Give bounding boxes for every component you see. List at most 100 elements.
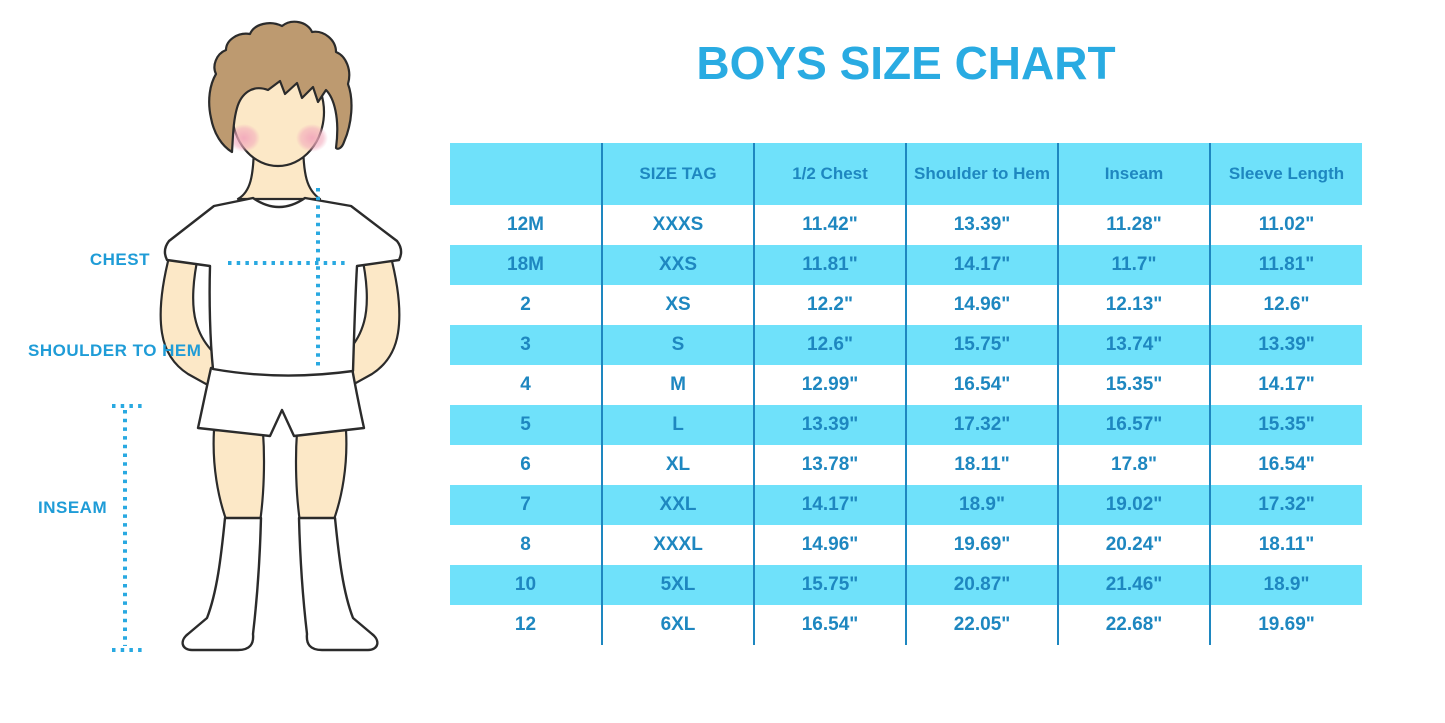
table-row: 3 S 12.6" 15.75" 13.74" 13.39" bbox=[450, 325, 1362, 365]
measurement-cell: 11.28" bbox=[1057, 205, 1210, 245]
measurement-cell: 19.69" bbox=[905, 525, 1058, 565]
measurement-cell: 16.57" bbox=[1057, 405, 1210, 445]
size-age-cell: 18M bbox=[507, 254, 544, 275]
measurement-cell: 12.6" bbox=[753, 325, 906, 365]
measurement-cell: 11.81" bbox=[1209, 245, 1362, 285]
chest-label: CHEST bbox=[89, 250, 150, 269]
measurement-cell: 18.9" bbox=[1209, 565, 1362, 605]
size-age-cell: 4 bbox=[520, 374, 531, 395]
measurement-cell: XXXL bbox=[601, 525, 754, 565]
size-table: SIZE TAG 1/2 Chest Shoulder to Hem Inseam Sl… bbox=[450, 143, 1362, 645]
table-row: 7 XXL 14.17" 18.9" 19.02" 17.32" bbox=[450, 485, 1362, 525]
measurement-cell: 22.05" bbox=[905, 605, 1058, 645]
measurement-cell: XS bbox=[601, 285, 754, 325]
measurement-cell: 18.11" bbox=[905, 445, 1058, 485]
measurement-cell: L bbox=[601, 405, 754, 445]
table-row: 12 6XL 16.54" 22.05" 22.68" 19.69" bbox=[450, 605, 1362, 645]
column-header bbox=[450, 143, 602, 205]
measurement-cell: 20.24" bbox=[1057, 525, 1210, 565]
measurement-cell: 17.8" bbox=[1057, 445, 1210, 485]
boy-figure-illustration bbox=[112, 20, 403, 652]
measurement-cell: 18.11" bbox=[1209, 525, 1362, 565]
measurement-cell: 11.02" bbox=[1209, 205, 1362, 245]
boy-legs bbox=[212, 428, 348, 524]
inseam-label: INSEAM bbox=[38, 498, 108, 517]
size-table-body: 12M XXXS 11.42" 13.39" 11.28" 11.02" 18M XXS 11.… bbox=[450, 205, 1362, 645]
size-age-cell: 2 bbox=[520, 294, 531, 315]
size-table-header: SIZE TAG 1/2 Chest Shoulder to Hem Inseam Sl… bbox=[450, 143, 1362, 205]
measurement-cell: 15.75" bbox=[753, 565, 906, 605]
header-row: SIZE TAG 1/2 Chest Shoulder to Hem Inseam Sl… bbox=[450, 143, 1362, 205]
table-row: 2 XS 12.2" 14.96" 12.13" 12.6" bbox=[450, 285, 1362, 325]
size-age-cell: 10 bbox=[514, 574, 537, 595]
measurement-cell: 13.78" bbox=[753, 445, 906, 485]
column-header: Shoulder to Hem bbox=[905, 143, 1058, 205]
measurement-cell: XL bbox=[601, 445, 754, 485]
measurement-cell: 18.9" bbox=[905, 485, 1058, 525]
size-age-cell: 12M bbox=[507, 214, 544, 235]
table-row: 6 XL 13.78" 18.11" 17.8" 16.54" bbox=[450, 445, 1362, 485]
measurement-cell: 22.68" bbox=[1057, 605, 1210, 645]
table-row: 4 M 12.99" 16.54" 15.35" 14.17" bbox=[450, 365, 1362, 405]
measurement-cell: 11.42" bbox=[753, 205, 906, 245]
size-age-cell: 6 bbox=[520, 454, 531, 475]
measurement-cell: 16.54" bbox=[1209, 445, 1362, 485]
size-age-cell: 3 bbox=[520, 334, 531, 355]
measurement-cell: 20.87" bbox=[905, 565, 1058, 605]
measurement-cell: 19.02" bbox=[1057, 485, 1210, 525]
table-row: 8 XXXL 14.96" 19.69" 20.24" 18.11" bbox=[450, 525, 1362, 565]
column-header: Inseam bbox=[1057, 143, 1210, 205]
measurement-cell: 19.69" bbox=[1209, 605, 1362, 645]
measurement-cell: 15.75" bbox=[905, 325, 1058, 365]
measurement-cell: 13.39" bbox=[753, 405, 906, 445]
measurement-cell: S bbox=[601, 325, 754, 365]
boy-socks bbox=[181, 516, 379, 652]
measurement-cell: 14.17" bbox=[905, 245, 1058, 285]
size-age-cell: 7 bbox=[520, 494, 531, 515]
measurement-cell: 16.54" bbox=[905, 365, 1058, 405]
measurement-cell: 12.2" bbox=[753, 285, 906, 325]
measurement-cell: XXXS bbox=[601, 205, 754, 245]
measurement-guides bbox=[112, 188, 345, 652]
measurement-cell: 14.96" bbox=[753, 525, 906, 565]
table-row: 10 5XL 15.75" 20.87" 21.46" 18.9" bbox=[450, 565, 1362, 605]
measurement-cell: 14.96" bbox=[905, 285, 1058, 325]
measurement-cell: 12.13" bbox=[1057, 285, 1210, 325]
measurement-cell: 5XL bbox=[601, 565, 754, 605]
size-age-cell: 12 bbox=[514, 614, 537, 635]
measurement-cell: 17.32" bbox=[905, 405, 1058, 445]
measurement-cell: M bbox=[601, 365, 754, 405]
boy-tshirt bbox=[163, 196, 403, 377]
measurement-cell: 6XL bbox=[601, 605, 754, 645]
size-age-cell: 8 bbox=[520, 534, 531, 555]
measurement-cell: 17.32" bbox=[1209, 485, 1362, 525]
measurement-cell: 14.17" bbox=[1209, 365, 1362, 405]
boy-hair bbox=[208, 20, 353, 154]
column-header: SIZE TAG bbox=[601, 143, 754, 205]
size-age-cell: 5 bbox=[520, 414, 531, 435]
table-row: 18M XXS 11.81" 14.17" 11.7" 11.81" bbox=[450, 245, 1362, 285]
measurement-figure-panel: CHEST SHOULDER TO HEM INSEAM bbox=[0, 0, 450, 723]
measurement-cell: 15.35" bbox=[1057, 365, 1210, 405]
measurement-cell: 13.39" bbox=[1209, 325, 1362, 365]
column-header: 1/2 Chest bbox=[753, 143, 906, 205]
table-row: 5 L 13.39" 17.32" 16.57" 15.35" bbox=[450, 405, 1362, 445]
page-title: BOYS SIZE CHART bbox=[696, 37, 1116, 89]
measurement-cell: 14.17" bbox=[753, 485, 906, 525]
boy-blush-left bbox=[228, 124, 260, 152]
boy-blush-right bbox=[296, 124, 328, 152]
measurement-cell: 11.81" bbox=[753, 245, 906, 285]
measurement-cell: XXL bbox=[601, 485, 754, 525]
measurement-cell: 21.46" bbox=[1057, 565, 1210, 605]
measurement-cell: 13.74" bbox=[1057, 325, 1210, 365]
measurement-cell: 15.35" bbox=[1209, 405, 1362, 445]
measurement-cell: 12.99" bbox=[753, 365, 906, 405]
measurement-cell: 12.6" bbox=[1209, 285, 1362, 325]
measurement-cell: 16.54" bbox=[753, 605, 906, 645]
measurement-cell: XXS bbox=[601, 245, 754, 285]
column-header: Sleeve Length bbox=[1209, 143, 1362, 205]
table-row: 12M XXXS 11.42" 13.39" 11.28" 11.02" bbox=[450, 205, 1362, 245]
measurement-cell: 11.7" bbox=[1057, 245, 1210, 285]
boy-shorts bbox=[196, 366, 366, 438]
